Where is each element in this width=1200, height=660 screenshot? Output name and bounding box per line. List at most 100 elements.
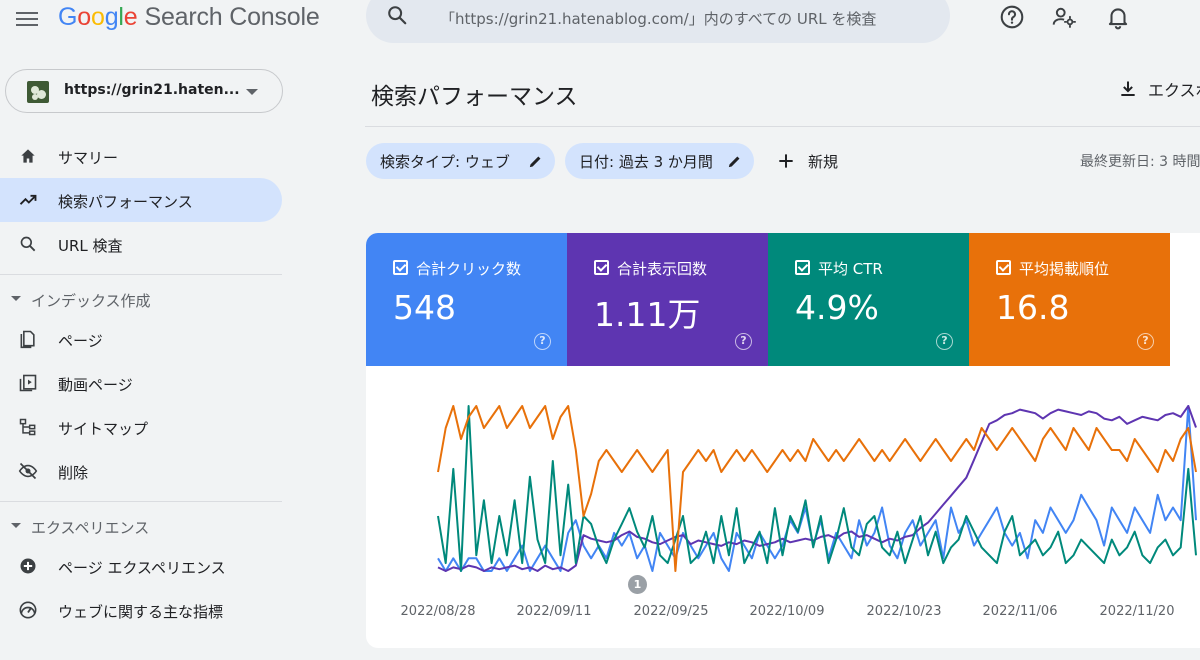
sidebar-item-page-experience[interactable]: ページ エクスペリエンス [0,544,282,588]
sidebar-item-label: サマリー [58,149,119,167]
search-icon[interactable] [386,4,408,26]
checkbox-checked-icon[interactable] [393,260,408,275]
divider [365,126,1200,127]
metric-value: 16.8 [996,288,1070,327]
metric-label: 合計クリック数 [416,260,522,278]
sidebar-item-label: ウェブに関する主な指標 [58,603,224,621]
caret-down-icon [11,523,21,528]
sidebar-item-removals[interactable]: 削除 [0,449,282,493]
x-tick-label: 2022/08/28 [400,604,476,619]
property-favicon [27,81,49,103]
home-icon [21,149,35,163]
filter-chip-label: 日付: 過去 3 か月間 [579,153,713,171]
sidebar-item-pages[interactable]: ページ [0,317,282,361]
sidebar-item-video-pages[interactable]: 動画ページ [0,361,282,405]
last-updated-text: 最終更新日: 3 時間前 [1080,154,1200,170]
sidebar-section-experience[interactable]: エクスペリエンス [0,508,282,544]
trending-up-icon [19,194,37,205]
metric-label: 平均 CTR [818,260,883,278]
video-page-icon [19,374,37,392]
metric-tile-total-impressions[interactable]: 合計表示回数 1.11万 ? [567,233,768,366]
metric-value: 548 [393,288,456,327]
sidebar-item-label: 検索パフォーマンス [58,193,193,211]
sidebar-item-label: ページ [58,332,103,350]
chart-annotation-marker[interactable]: 1 [628,575,647,594]
x-tick-label: 2022/10/09 [749,604,825,619]
page-experience-icon [20,558,36,574]
checkbox-checked-icon[interactable] [795,260,810,275]
top-bar: Google Search Console [0,0,1200,56]
search-input[interactable] [440,2,930,36]
pages-icon [20,330,35,349]
page-title: 検索パフォーマンス [371,84,578,110]
metric-value: 1.11万 [594,295,701,334]
series-line [437,405,1197,572]
logo-letter: g [104,3,119,31]
gauge-icon [19,601,37,619]
sidebar-item-summary[interactable]: サマリー [0,134,282,178]
sidebar-section-title: インデックス作成 [31,292,151,310]
edit-pencil-icon[interactable] [726,153,743,170]
metric-tile-average-position[interactable]: 平均掲載順位 16.8 ? [969,233,1170,366]
help-icon[interactable] [999,4,1025,30]
sidebar-item-url-inspection[interactable]: URL 検査 [0,222,282,266]
checkbox-checked-icon[interactable] [996,260,1011,275]
sidebar-section-title: エクスペリエンス [31,519,150,537]
x-tick-label: 2022/09/25 [633,604,709,619]
filter-chip-search-type[interactable]: 検索タイプ: ウェブ [366,143,555,179]
x-tick-label: 2022/11/06 [982,604,1058,619]
metric-value: 4.9% [795,288,879,327]
logo-letter: o [77,3,91,31]
x-tick-label: 2022/10/23 [866,604,942,619]
checkbox-checked-icon[interactable] [594,260,609,275]
menu-icon[interactable] [14,8,40,30]
divider [0,501,282,502]
notifications-bell-icon[interactable] [1105,4,1131,30]
edit-pencil-icon[interactable] [527,153,544,170]
sidebar-item-label: サイトマップ [58,420,149,438]
search-icon [20,236,36,252]
removal-icon [18,462,38,480]
sidebar-item-label: 動画ページ [58,376,133,394]
sidebar-item-label: URL 検査 [58,237,123,255]
performance-line-chart[interactable] [366,366,1200,596]
metric-tile-total-clicks[interactable]: 合計クリック数 548 ? [366,233,567,366]
logo-letter: o [90,3,105,31]
add-filter-label: 新規 [808,153,839,171]
sidebar-nav: サマリー 検索パフォーマンス URL 検査 インデックス作成 ページ 動画ページ… [0,134,290,632]
property-selector[interactable]: https://grin21.haten... [5,69,283,113]
x-tick-label: 2022/09/11 [516,604,592,619]
performance-card: 合計クリック数 548 ? 合計表示回数 1.11万 ? 平均 CTR 4.9%… [366,233,1200,648]
product-name: Search Console [144,3,320,31]
divider [0,274,282,275]
app-logo[interactable]: Google Search Console [58,3,320,32]
metric-label: 合計表示回数 [617,260,708,278]
export-button[interactable]: エクスポート [1118,77,1200,101]
sidebar-item-sitemaps[interactable]: サイトマップ [0,405,282,449]
help-icon[interactable]: ? [534,333,551,350]
filter-chip-date[interactable]: 日付: 過去 3 か月間 [565,143,754,179]
logo-letter: G [58,3,78,31]
metric-label: 平均掲載順位 [1019,260,1110,278]
user-settings-icon[interactable] [1051,4,1077,30]
property-url: https://grin21.haten... [64,82,240,98]
metric-tile-average-ctr[interactable]: 平均 CTR 4.9% ? [768,233,969,366]
sidebar-item-search-performance[interactable]: 検索パフォーマンス [0,178,282,222]
sitemap-icon [19,418,36,436]
series-line [437,405,1197,572]
filter-chip-label: 検索タイプ: ウェブ [380,153,510,171]
sidebar-section-indexing[interactable]: インデックス作成 [0,281,282,317]
search-bar[interactable] [366,0,950,43]
help-icon[interactable]: ? [735,333,752,350]
x-tick-label: 2022/11/20 [1099,604,1175,619]
help-icon[interactable]: ? [936,333,953,350]
logo-letter: l [118,3,124,31]
export-label: エクスポート [1148,81,1200,100]
help-icon[interactable]: ? [1137,333,1154,350]
sidebar-item-core-web-vitals[interactable]: ウェブに関する主な指標 [0,588,282,632]
plus-icon [779,154,793,168]
logo-letter: e [123,3,138,31]
download-icon [1121,81,1135,96]
sidebar-item-label: ページ エクスペリエンス [58,559,226,577]
series-line [437,405,1197,572]
